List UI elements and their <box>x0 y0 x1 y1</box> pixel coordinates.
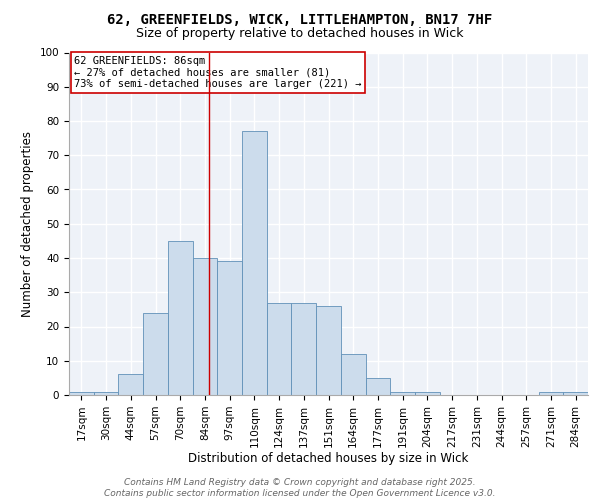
Bar <box>316 306 341 395</box>
Bar <box>143 313 168 395</box>
Bar <box>94 392 118 395</box>
Bar <box>193 258 217 395</box>
Bar <box>539 392 563 395</box>
Bar <box>168 241 193 395</box>
Bar <box>242 132 267 395</box>
Bar <box>390 392 415 395</box>
Bar <box>415 392 440 395</box>
Bar <box>217 262 242 395</box>
Bar <box>365 378 390 395</box>
Text: 62 GREENFIELDS: 86sqm
← 27% of detached houses are smaller (81)
73% of semi-deta: 62 GREENFIELDS: 86sqm ← 27% of detached … <box>74 56 362 89</box>
Bar <box>341 354 365 395</box>
Text: Contains HM Land Registry data © Crown copyright and database right 2025.
Contai: Contains HM Land Registry data © Crown c… <box>104 478 496 498</box>
Bar <box>118 374 143 395</box>
Y-axis label: Number of detached properties: Number of detached properties <box>21 130 34 317</box>
Bar <box>69 392 94 395</box>
X-axis label: Distribution of detached houses by size in Wick: Distribution of detached houses by size … <box>188 452 469 466</box>
Bar <box>267 302 292 395</box>
Text: 62, GREENFIELDS, WICK, LITTLEHAMPTON, BN17 7HF: 62, GREENFIELDS, WICK, LITTLEHAMPTON, BN… <box>107 12 493 26</box>
Bar <box>292 302 316 395</box>
Bar <box>563 392 588 395</box>
Text: Size of property relative to detached houses in Wick: Size of property relative to detached ho… <box>136 28 464 40</box>
